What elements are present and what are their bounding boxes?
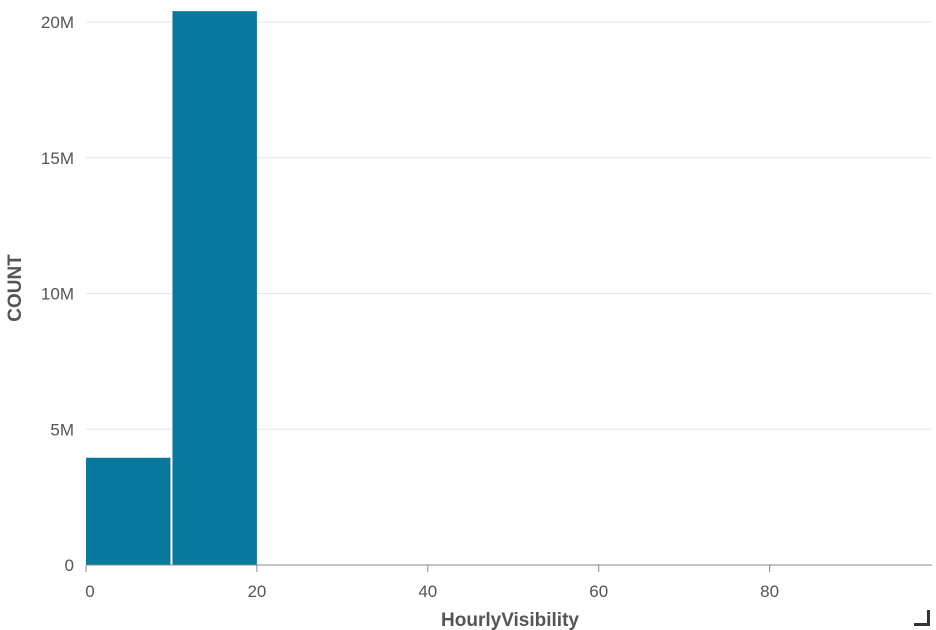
- histogram-bar: [86, 457, 171, 565]
- y-tick-label: 20M: [41, 13, 74, 32]
- y-tick-label: 0: [65, 556, 74, 575]
- histogram-bar: [172, 11, 257, 565]
- x-tick-label: 40: [418, 582, 437, 601]
- y-tick-label: 10M: [41, 285, 74, 304]
- x-tick-label: 80: [760, 582, 779, 601]
- bars-group: [86, 11, 257, 565]
- y-axis-title: COUNT: [5, 254, 26, 322]
- y-tick-label: 5M: [50, 420, 74, 439]
- x-axis-title: HourlyVisibility: [441, 610, 579, 630]
- y-axis: 0 5M 10M 15M 20M: [41, 13, 74, 575]
- x-tick-label: 60: [589, 582, 608, 601]
- x-axis: 0 20 40 60 80: [85, 564, 932, 601]
- x-tick-label: 20: [247, 582, 266, 601]
- y-tick-label: 15M: [41, 149, 74, 168]
- resize-corner-icon[interactable]: [914, 610, 930, 626]
- x-tick-label: 0: [85, 582, 94, 601]
